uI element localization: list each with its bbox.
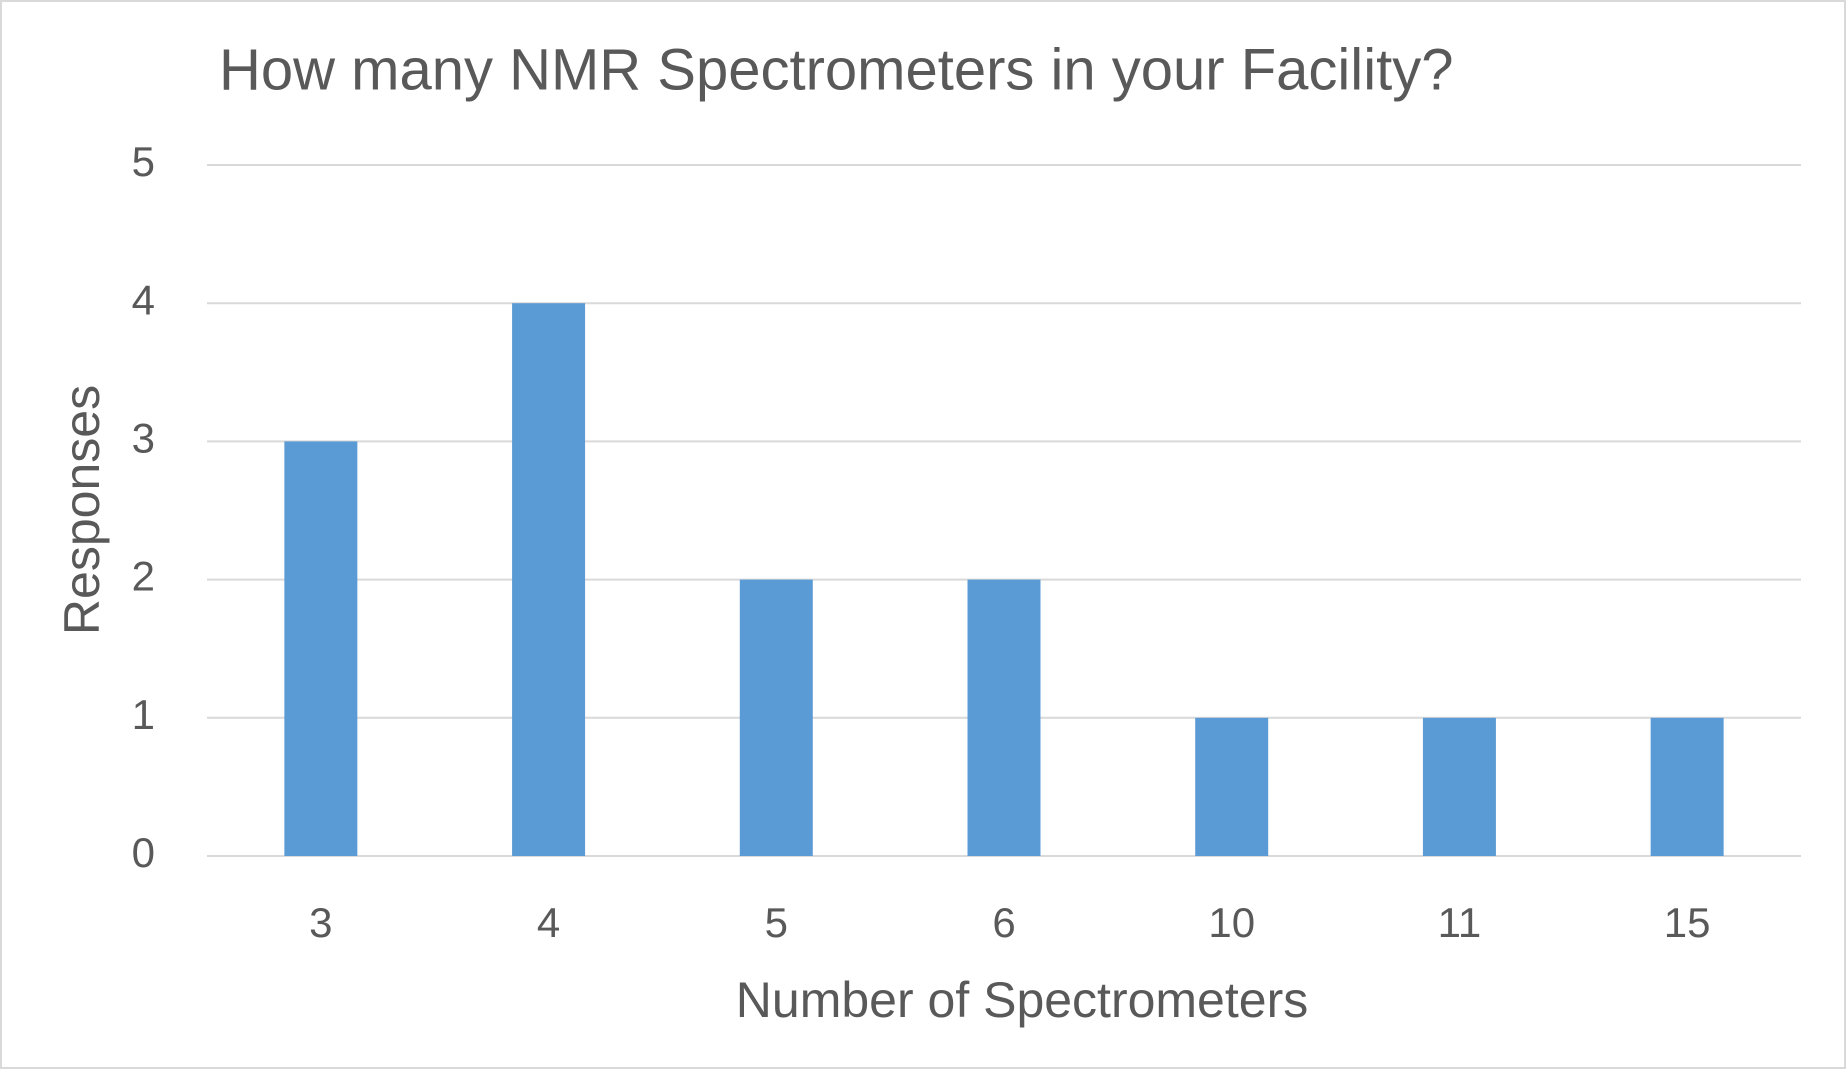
x-tick-label: 11: [1438, 899, 1482, 946]
bar: [1195, 717, 1269, 856]
x-tick-label: 10: [1208, 899, 1255, 946]
bar: [512, 303, 586, 856]
bar: [284, 441, 358, 856]
bar: [967, 579, 1041, 856]
y-tick-label: 0: [132, 829, 155, 876]
y-tick-label: 5: [132, 138, 155, 185]
x-tick-label: 6: [992, 899, 1015, 946]
bar: [739, 579, 813, 856]
x-axis-title: Number of Spectrometers: [736, 972, 1308, 1028]
x-tick-label: 15: [1664, 899, 1711, 946]
bar: [1422, 717, 1496, 856]
y-tick-label: 1: [132, 691, 155, 738]
chart-title: How many NMR Spectrometers in your Facil…: [219, 37, 1453, 102]
x-tick-label: 3: [309, 899, 332, 946]
y-tick-label: 4: [132, 276, 155, 323]
x-tick-label: 4: [537, 899, 560, 946]
x-tick-label: 5: [765, 899, 788, 946]
y-tick-label: 2: [132, 553, 155, 600]
bar: [1650, 717, 1724, 856]
y-tick-label: 3: [132, 414, 155, 461]
y-axis-title: Responses: [54, 385, 110, 635]
